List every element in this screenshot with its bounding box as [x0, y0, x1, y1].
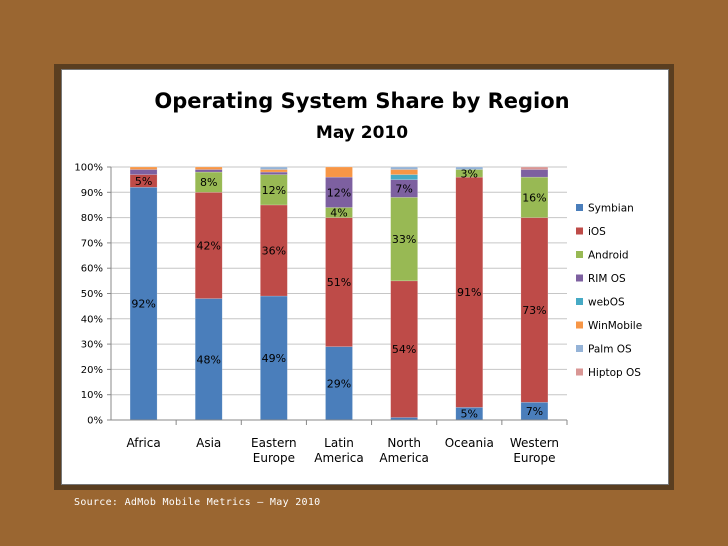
data-labels: 92% 5% 48% 42% 8% 49% 36% 12% 29% 51% 4% 12% 54% 33% 7… — [131, 167, 546, 420]
y-tick-label: 10% — [81, 390, 103, 401]
axes: 0% 10% 20% 30% 40% 50% 60% 70% 80% 90% 100% Africa A… — [74, 163, 568, 465]
bar-segment-rim-os — [520, 169, 549, 178]
data-label: 91% — [457, 286, 481, 299]
bar-segment-winmobile — [260, 169, 288, 173]
bar-segment-ios — [325, 217, 353, 347]
data-label: 7% — [526, 405, 543, 418]
data-label: 12% — [262, 184, 286, 197]
bar-segment-android — [520, 176, 549, 218]
y-tick-label: 60% — [81, 264, 103, 275]
bar-segment-winmobile — [129, 166, 158, 170]
x-category-label: America — [314, 451, 364, 465]
x-category-label: Europe — [253, 451, 295, 465]
legend-swatch — [576, 204, 583, 211]
x-category-label: Africa — [126, 436, 160, 450]
data-label: 51% — [327, 276, 351, 289]
data-label: 48% — [196, 353, 220, 366]
legend-swatch — [576, 274, 583, 282]
data-label: 12% — [327, 186, 351, 199]
data-label: 29% — [327, 377, 351, 390]
y-tick-label: 70% — [81, 238, 103, 249]
chart-subtitle: May 2010 — [316, 123, 408, 143]
x-category-label: Oceania — [445, 436, 494, 450]
bar-segment-rim-os — [260, 171, 288, 175]
y-tick-label: 40% — [81, 314, 103, 325]
data-label: 54% — [392, 343, 416, 356]
bar-segment-symbian — [260, 295, 288, 421]
y-tick-label: 90% — [81, 188, 103, 199]
bars — [129, 166, 549, 421]
x-category-label: America — [379, 451, 429, 465]
bar-segment-palm-os — [455, 166, 484, 170]
data-label: 42% — [196, 239, 220, 252]
y-tick-label: 30% — [81, 340, 103, 351]
data-label: 92% — [131, 298, 155, 311]
data-label: 7% — [395, 183, 412, 196]
bar-segment-ios — [520, 217, 549, 403]
bar-segment-rim-os — [194, 169, 223, 173]
data-label: 4% — [330, 207, 347, 220]
bar-segment-ios — [194, 192, 223, 299]
legend-swatch — [576, 368, 583, 376]
bar-segment-ios — [455, 176, 484, 408]
data-label: 36% — [262, 244, 286, 257]
y-tick-label: 80% — [81, 213, 103, 224]
legend-swatch — [576, 251, 583, 258]
bar-segment-winmobile — [194, 166, 223, 170]
legend-swatch — [576, 298, 583, 305]
y-tick-label: 50% — [81, 289, 103, 300]
data-label: 73% — [522, 304, 546, 317]
x-category-label: Western — [510, 436, 559, 450]
bar-segment-rim-os — [129, 169, 158, 175]
legend-label: Hiptop OS — [588, 367, 641, 379]
x-category-label: Eastern — [251, 436, 297, 450]
data-label: 33% — [392, 233, 416, 246]
x-category-label: Europe — [513, 451, 555, 465]
bar-segment-winmobile — [390, 169, 418, 175]
bar-segment-winmobile — [325, 166, 353, 178]
bar-segment-palm-os — [390, 166, 418, 170]
data-label: 5% — [135, 175, 152, 188]
y-tick-label: 0% — [87, 416, 103, 427]
source-note: Source: AdMob Mobile Metrics – May 2010 — [74, 497, 321, 508]
legend-swatch — [576, 345, 583, 352]
legend-label: WinMobile — [588, 320, 642, 332]
bar-segment-android — [390, 197, 418, 282]
bar-segment-webos — [390, 174, 418, 180]
bar-segment-palm-os — [260, 166, 288, 170]
legend-label: webOS — [588, 297, 625, 309]
bar-segment-symbian — [325, 346, 353, 421]
legend-swatch — [576, 321, 583, 329]
chart-card — [61, 69, 669, 485]
data-label: 16% — [522, 191, 546, 204]
bar-segment-rim-os — [325, 176, 353, 208]
data-label: 3% — [461, 167, 478, 180]
legend-label: RIM OS — [588, 273, 626, 285]
legend-label: iOS — [588, 226, 606, 238]
bar-segment-symbian — [129, 186, 158, 421]
legend-swatch — [576, 227, 583, 235]
bar-segment-ios — [390, 280, 418, 418]
legend-label: Palm OS — [588, 344, 632, 356]
bar-segment-symbian — [194, 298, 223, 421]
x-category-label: Latin — [324, 436, 354, 450]
y-tick-label: 100% — [74, 163, 103, 174]
data-label: 5% — [461, 408, 478, 421]
data-label: 8% — [200, 176, 217, 189]
y-tick-label: 20% — [81, 365, 103, 376]
chart-title: Operating System Share by Region — [154, 89, 569, 113]
legend: Symbian iOS Android RIM OS webOS WinMobile Pal… — [576, 203, 642, 379]
bar-segment-android — [260, 174, 288, 206]
bar-segment-ios — [260, 204, 288, 297]
data-label: 49% — [262, 352, 286, 365]
x-category-label: Asia — [196, 436, 221, 450]
bar-segment-hiptop-os — [520, 166, 549, 170]
legend-label: Symbian — [588, 203, 634, 215]
x-category-label: North — [387, 436, 421, 450]
legend-label: Android — [588, 250, 629, 262]
